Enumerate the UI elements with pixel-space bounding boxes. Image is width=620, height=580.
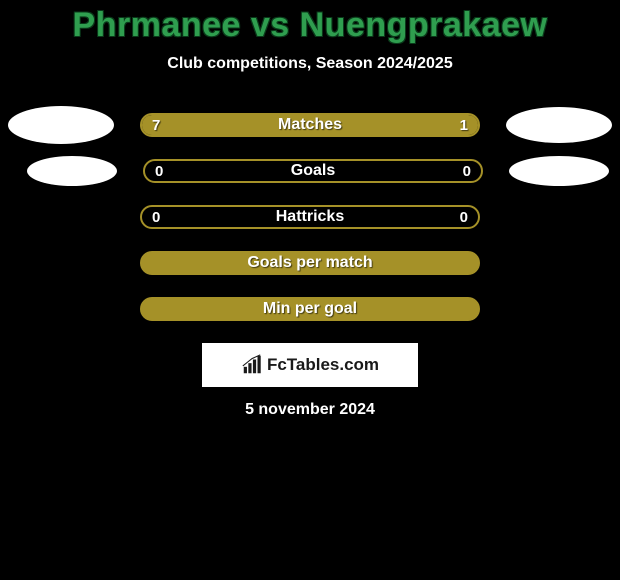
stat-value-right: 0 bbox=[460, 207, 468, 227]
chart-bars-icon bbox=[241, 354, 263, 376]
stat-bar: Min per goal bbox=[140, 297, 480, 321]
stat-row: 7Matches1 bbox=[0, 113, 620, 137]
page-title: Phrmanee vs Nuengprakaew bbox=[0, 6, 620, 45]
stats-rows: 7Matches10Goals00Hattricks0Goals per mat… bbox=[0, 113, 620, 321]
stat-row: Goals per match bbox=[0, 251, 620, 275]
stat-row: 0Hattricks0 bbox=[0, 205, 620, 229]
stat-label: Min per goal bbox=[142, 299, 478, 319]
brand-badge: FcTables.com bbox=[202, 343, 418, 387]
player-avatar-right bbox=[509, 156, 609, 186]
player-avatar-right bbox=[506, 107, 612, 143]
stat-label: Goals bbox=[145, 161, 481, 181]
stat-bar: 0Hattricks0 bbox=[140, 205, 480, 229]
player-avatar-left bbox=[27, 156, 117, 186]
stat-bar: Goals per match bbox=[140, 251, 480, 275]
stat-label: Goals per match bbox=[142, 253, 478, 273]
stat-label: Hattricks bbox=[142, 207, 478, 227]
stat-bar: 0Goals0 bbox=[143, 159, 483, 183]
subtitle: Club competitions, Season 2024/2025 bbox=[0, 55, 620, 73]
player-avatar-left bbox=[8, 106, 114, 144]
stat-value-right: 1 bbox=[460, 115, 468, 135]
stat-value-right: 0 bbox=[463, 161, 471, 181]
stat-label: Matches bbox=[142, 115, 478, 135]
stat-row: 0Goals0 bbox=[0, 159, 620, 183]
stat-row: Min per goal bbox=[0, 297, 620, 321]
date-text: 5 november 2024 bbox=[0, 401, 620, 419]
brand-text: FcTables.com bbox=[267, 355, 379, 375]
stat-bar: 7Matches1 bbox=[140, 113, 480, 137]
